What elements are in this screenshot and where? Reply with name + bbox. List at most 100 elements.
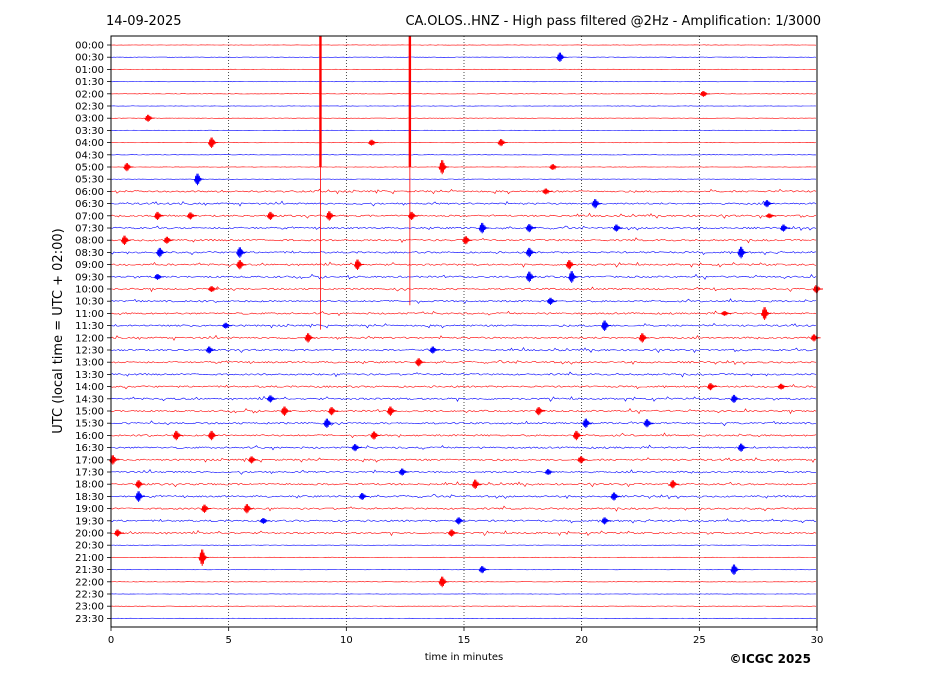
y-tick-label: 10:30 [75,297,104,308]
trace-row [110,250,817,256]
event-mark [123,163,134,172]
event-mark [447,529,459,537]
trace-row [110,200,817,207]
y-tick-label: 02:00 [75,89,104,100]
y-tick-label: 16:00 [75,431,104,442]
event-mark [266,395,277,403]
y-tick-label: 07:00 [75,211,104,222]
trace-row [110,188,817,195]
y-tick-label: 00:00 [75,41,104,52]
y-tick-label: 05:30 [75,175,104,186]
event-mark [414,358,426,367]
event-mark [200,504,212,513]
event-mark [429,346,440,354]
event-mark [706,383,718,391]
event-mark [153,273,165,280]
event-mark [763,200,774,208]
event-mark [471,479,482,490]
event-mark [478,566,489,574]
event-mark [163,236,174,244]
event-mark [544,469,555,476]
event-mark [438,160,449,175]
event-mark [534,407,546,416]
trace-row [110,395,817,402]
y-tick-label: 14:00 [75,382,104,393]
event-mark [259,517,270,524]
trace-row [110,457,817,463]
event-mark [205,346,216,354]
y-tick-label: 08:30 [75,248,104,259]
event-mark [358,492,369,501]
y-tick-label: 12:30 [75,346,104,357]
y-tick-label: 21:00 [75,553,104,564]
event-mark [351,444,362,452]
trace-row [111,273,817,280]
trace-row [110,310,817,317]
event-mark [699,90,710,97]
trace-row [110,432,817,439]
trace-row [110,505,817,512]
event-mark [438,576,449,588]
event-mark [542,188,553,195]
event-mark [134,491,146,502]
event-mark [525,247,536,258]
event-mark [567,271,579,283]
y-tick-label: 05:00 [75,163,104,174]
y-tick-label: 06:30 [75,199,104,210]
y-tick-label: 04:30 [75,150,104,161]
event-mark [327,407,339,416]
trace-row [110,530,817,537]
y-tick-label: 23:30 [75,614,104,625]
y-tick-label: 22:00 [75,577,104,588]
event-mark [193,173,205,186]
y-tick-label: 20:30 [75,541,104,552]
y-tick-label: 01:00 [75,65,104,76]
event-mark [610,492,621,501]
trace-row [110,212,817,219]
event-mark [221,322,233,329]
event-mark [777,383,788,390]
event-mark [144,114,155,122]
y-tick-label: 11:00 [75,309,104,320]
y-tick-label: 21:30 [75,565,104,576]
y-tick-label: 17:30 [75,468,104,479]
trace-rows [110,44,817,619]
seismic-events [109,52,823,588]
date-label: 14-09-2025 [106,14,182,29]
trace-row [110,444,817,451]
event-mark [134,480,146,489]
event-mark [720,311,732,316]
trace-row [110,408,817,415]
trace-row [110,225,817,231]
event-mark [582,418,593,429]
event-mark [207,286,219,293]
event-mark [730,564,741,576]
event-mark [243,504,254,514]
y-tick-label: 19:00 [75,504,104,515]
x-tick-label: 20 [575,635,588,646]
event-mark [600,517,612,525]
y-tick-label: 13:30 [75,370,104,381]
x-tick-label: 5 [225,635,231,646]
trace-row [110,469,817,475]
event-mark [454,517,466,525]
trace-row [110,261,817,268]
event-mark [353,259,365,271]
event-mark [323,418,334,429]
y-tick-label: 16:30 [75,443,104,454]
y-tick-label: 15:00 [75,407,104,418]
event-mark [478,222,489,234]
event-mark [577,456,588,464]
event-mark [565,260,576,270]
event-mark [236,260,247,270]
y-tick-label: 06:00 [75,187,104,198]
y-tick-label: 03:00 [75,114,104,125]
event-mark [198,549,209,566]
event-mark [325,211,336,221]
x-tick-label: 30 [811,635,824,646]
event-mark [386,406,397,416]
event-mark [638,333,649,343]
event-mark [172,430,183,441]
